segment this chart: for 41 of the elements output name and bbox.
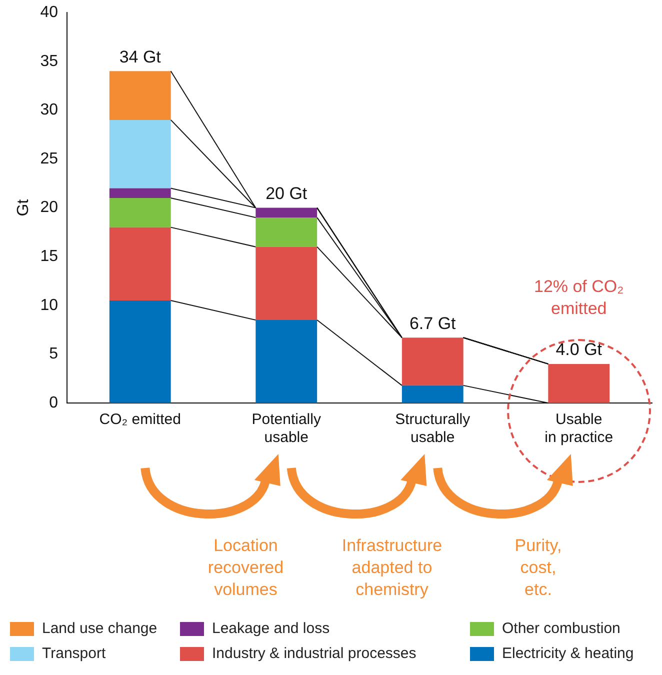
bar <box>109 227 171 301</box>
annotation: 12% of CO₂ emitted <box>532 276 625 320</box>
legend-label: Electricity & heating <box>502 645 634 662</box>
total-label: 20 Gt <box>266 184 308 203</box>
bar <box>109 120 171 188</box>
y-tick-label: 40 <box>40 4 58 22</box>
legend-label: Other combustion <box>502 620 620 637</box>
bar <box>109 71 171 120</box>
bar <box>256 246 318 320</box>
bar <box>256 320 318 403</box>
legend-label: Leakage and loss <box>212 620 330 637</box>
bar <box>402 338 464 386</box>
x-tick-label: CO₂ emitted <box>99 411 181 428</box>
x-tick-label: Usable in practice <box>544 411 614 446</box>
y-tick-label: 5 <box>49 346 58 363</box>
bar <box>109 300 171 403</box>
y-tick-label: 30 <box>40 102 58 119</box>
text: Infrastructure adapted to chemistry <box>340 535 444 601</box>
bar <box>548 364 610 403</box>
bar <box>402 385 464 403</box>
bar <box>109 198 171 228</box>
total-label: 34 Gt <box>119 47 162 66</box>
x-tick-label: Potentially usable <box>252 411 322 446</box>
x-tick-label: Structurally usable <box>395 411 471 446</box>
bar <box>256 208 318 218</box>
y-tick-label: 0 <box>49 394 58 412</box>
y-tick-label: 15 <box>40 248 58 266</box>
legend-label: Industry & industrial processes <box>212 645 416 662</box>
text: Location recovered volumes <box>206 535 285 601</box>
y-tick-label: 35 <box>40 52 58 70</box>
total-label: 6.7 Gt <box>409 314 456 333</box>
text: Purity, cost, etc. <box>514 535 563 601</box>
y-axis-title: Gt <box>15 198 32 216</box>
total-label: 4.0 Gt <box>556 340 602 360</box>
legend-label: Transport <box>42 645 106 662</box>
bar <box>109 188 171 198</box>
legend-label: Land use change <box>42 620 158 637</box>
bar <box>256 218 318 247</box>
y-tick-label: 25 <box>40 150 58 168</box>
y-tick-label: 10 <box>40 296 58 314</box>
y-tick-label: 20 <box>40 199 58 216</box>
